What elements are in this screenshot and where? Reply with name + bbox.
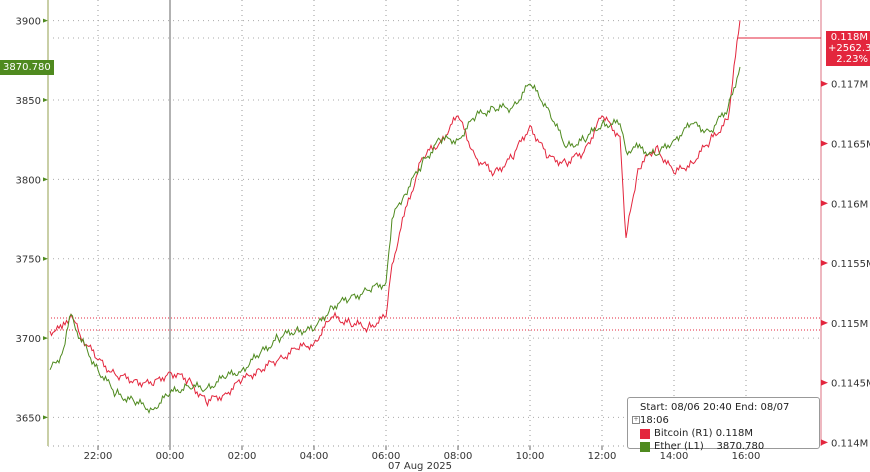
left-tick-mark — [43, 18, 48, 23]
right-tick-label: 0.1155M — [831, 259, 870, 270]
right-tick-mark — [821, 200, 828, 207]
ether-last-value-flag: 3870.780 — [0, 60, 54, 75]
right-ticks: 0.114M 0.1145M 0.115M 0.1155M 0.116M 0.1165M 0… — [821, 80, 870, 449]
right-tick-label: 0.1145M — [831, 379, 870, 390]
left-tick-label: 3800 — [16, 175, 41, 186]
left-ticks: 3650 3700 3750 3800 3850 3900 — [16, 17, 48, 424]
left-tick-mark — [43, 415, 48, 420]
bitcoin-change-pct: 2.23% — [836, 54, 868, 65]
x-tick-label: 02:00 — [228, 451, 257, 462]
bitcoin-change: +2562.30 — [828, 43, 870, 54]
date-label: 07 Aug 2025 — [388, 461, 452, 472]
right-tick-mark — [821, 80, 828, 87]
right-tick-mark — [821, 439, 828, 446]
left-tick-label: 3650 — [16, 413, 41, 424]
bitcoin-last-value-flag: 0.118M +2562.30 2.23% — [826, 31, 870, 66]
legend-range: Start: 08/06 20:40 End: 08/07 18:06 — [640, 402, 790, 426]
left-tick-mark — [43, 336, 48, 341]
legend: + Start: 08/06 20:40 End: 08/07 18:06 Bi… — [627, 397, 820, 452]
legend-label: Bitcoin (R1) — [654, 428, 713, 439]
x-tick-label: 06:00 — [372, 451, 401, 462]
x-tick-label: 16:00 — [732, 451, 761, 462]
reference-lines — [48, 317, 821, 331]
legend-label: Ether (L1) — [654, 441, 704, 452]
left-tick-mark — [43, 97, 48, 102]
left-tick-label: 3900 — [16, 17, 41, 28]
x-tick-label: 08:00 — [444, 451, 473, 462]
left-tick-label: 3750 — [16, 255, 41, 266]
right-tick-label: 0.115M — [831, 319, 868, 330]
x-ticks: 22:00 00:00 02:00 04:00 06:00 08:00 10:00 12:00… — [84, 446, 761, 462]
ether-swatch — [640, 441, 650, 452]
right-tick-mark — [821, 319, 828, 326]
legend-value: 0.118M — [715, 428, 754, 439]
x-tick-label: 10:00 — [516, 451, 545, 462]
right-tick-label: 0.116M — [831, 199, 868, 210]
legend-item-ether[interactable]: Ether (L1) 3870.780 — [640, 440, 819, 453]
left-tick-mark — [43, 256, 48, 261]
left-tick-label: 3700 — [16, 334, 41, 345]
grid — [48, 0, 821, 447]
right-tick-label: 0.1165M — [831, 139, 870, 150]
bitcoin-last-value: 0.118M — [830, 32, 868, 43]
x-tick-label: 00:00 — [156, 451, 185, 462]
right-tick-mark — [821, 140, 828, 147]
right-tick-mark — [821, 260, 828, 267]
bitcoin-series-line — [49, 20, 741, 408]
left-tick-label: 3850 — [16, 96, 41, 107]
bitcoin-swatch — [640, 428, 650, 439]
x-tick-label: 22:00 — [84, 451, 113, 462]
x-tick-label: 04:00 — [300, 451, 329, 462]
x-tick-label: 12:00 — [588, 451, 617, 462]
legend-value: 3870.780 — [716, 441, 765, 452]
right-tick-mark — [821, 379, 828, 386]
expand-icon[interactable]: + — [632, 416, 640, 424]
right-tick-label: 0.117M — [831, 80, 868, 91]
ether-series-line — [49, 66, 741, 415]
x-tick-label: 14:00 — [660, 451, 689, 462]
left-tick-mark — [43, 177, 48, 182]
legend-item-bitcoin[interactable]: Bitcoin (R1) 0.118M — [640, 427, 819, 440]
right-tick-label: 0.114M — [831, 438, 868, 449]
